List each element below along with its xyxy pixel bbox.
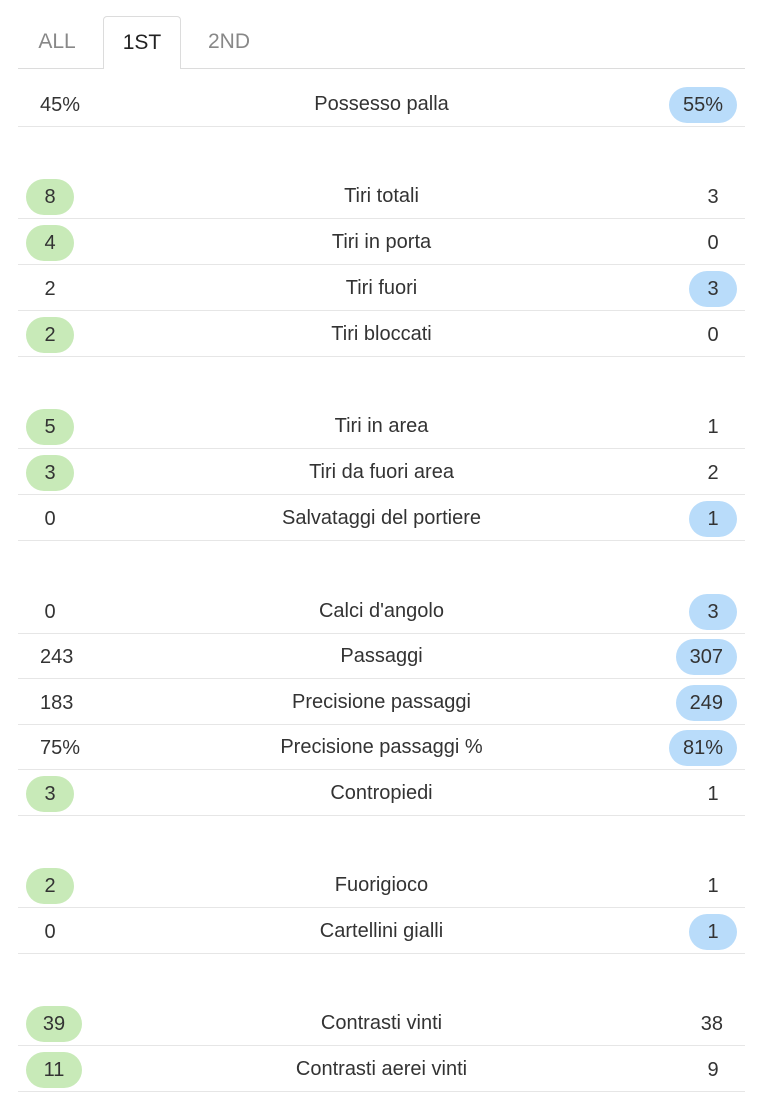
stat-row-pass-accuracy-percent: 75% Precisione passaggi % 81% [18, 725, 745, 770]
tab-all[interactable]: ALL [38, 30, 76, 53]
home-value: 0 [44, 601, 56, 623]
home-value: 0 [44, 508, 56, 530]
stat-row-offsides: 2 Fuorigioco 1 [18, 863, 745, 908]
stat-label: Contropiedi [330, 782, 433, 804]
home-value: 39 [26, 1006, 82, 1042]
stat-row-shots-outside-box: 3 Tiri da fuori area 2 [18, 450, 745, 495]
stat-label: Tiri bloccati [331, 323, 432, 345]
home-value: 2 [44, 278, 56, 300]
stat-label: Possesso palla [314, 93, 449, 115]
away-value: 38 [700, 1013, 723, 1035]
stat-label: Tiri fuori [345, 277, 418, 299]
stat-label: Tiri totali [344, 185, 419, 207]
period-tabs: ALL 1ST 2ND [18, 14, 745, 69]
home-value: 2 [26, 868, 74, 904]
stat-row-blocked-shots: 2 Tiri bloccati 0 [18, 312, 745, 357]
stat-row-tackles-won: 39 Contrasti vinti 38 [18, 1001, 745, 1046]
home-value: 4 [26, 225, 74, 261]
home-value: 0 [44, 921, 56, 943]
stat-label: Contrasti vinti [320, 1012, 443, 1034]
stat-label: Precisione passaggi [292, 691, 471, 713]
away-value: 1 [707, 783, 719, 805]
home-value: 11 [26, 1052, 82, 1088]
away-value: 3 [707, 186, 719, 208]
stat-label: Cartellini gialli [319, 920, 444, 942]
stat-label: Tiri da fuori area [309, 461, 454, 483]
stat-row-passes: 243 Passaggi 307 [18, 634, 745, 679]
away-value: 55% [668, 87, 737, 123]
away-value: 1 [707, 416, 719, 438]
stat-row-total-shots: 8 Tiri totali 3 [18, 174, 745, 219]
away-value: 81% [668, 730, 737, 766]
home-value: 75% [40, 737, 81, 759]
home-value: 3 [26, 455, 74, 491]
stat-row-possession: 45% Possesso palla 55% [18, 82, 745, 127]
home-value: 45% [40, 94, 81, 116]
away-value: 3 [689, 271, 737, 307]
stat-row-aerial-duels-won: 11 Contrasti aerei vinti 9 [18, 1047, 745, 1092]
tab-2nd[interactable]: 2ND [207, 30, 250, 53]
stat-label: Tiri in area [334, 415, 429, 437]
stat-label: Fuorigioco [334, 874, 429, 896]
stat-label: Precisione passaggi % [280, 736, 483, 758]
stat-label: Passaggi [340, 645, 423, 667]
stat-label: Contrasti aerei vinti [295, 1058, 468, 1080]
home-value: 5 [26, 409, 74, 445]
home-value: 8 [26, 179, 74, 215]
stat-row-shots-on-target: 4 Tiri in porta 0 [18, 220, 745, 265]
away-value: 249 [675, 685, 737, 721]
home-value: 3 [26, 776, 74, 812]
away-value: 1 [689, 914, 737, 950]
away-value: 1 [707, 875, 719, 897]
stat-row-yellow-cards: 0 Cartellini gialli 1 [18, 909, 745, 954]
tab-1st[interactable]: 1ST [103, 16, 181, 69]
away-value: 1 [689, 501, 737, 537]
stat-row-shots-off-target: 2 Tiri fuori 3 [18, 266, 745, 311]
stat-label: Tiri in porta [331, 231, 432, 253]
stat-row-accurate-passes: 183 Precisione passaggi 249 [18, 680, 745, 725]
away-value: 0 [707, 232, 719, 254]
stat-row-goalkeeper-saves: 0 Salvataggi del portiere 1 [18, 496, 745, 541]
stat-label: Calci d'angolo [318, 600, 444, 622]
away-value: 0 [707, 324, 719, 346]
stat-row-shots-inside-box: 5 Tiri in area 1 [18, 404, 745, 449]
away-value: 3 [689, 594, 737, 630]
away-value: 307 [675, 639, 737, 675]
home-value: 243 [40, 646, 74, 668]
away-value: 2 [707, 462, 719, 484]
home-value: 2 [26, 317, 74, 353]
stat-row-counterattacks: 3 Contropiedi 1 [18, 771, 745, 816]
home-value: 183 [40, 692, 74, 714]
stat-label: Salvataggi del portiere [281, 507, 481, 529]
away-value: 9 [707, 1059, 719, 1081]
stat-row-corners: 0 Calci d'angolo 3 [18, 589, 745, 634]
